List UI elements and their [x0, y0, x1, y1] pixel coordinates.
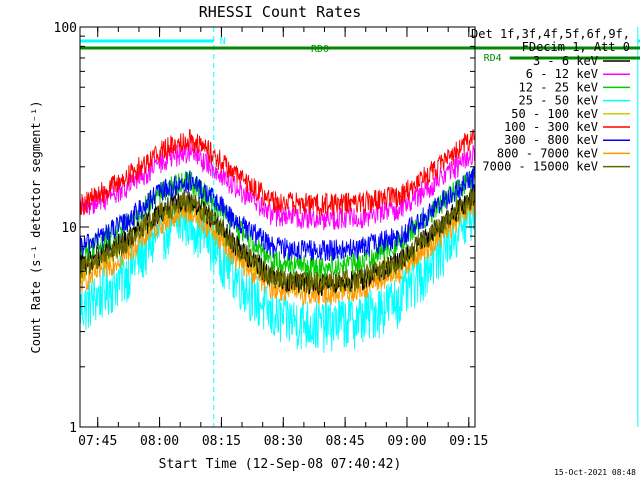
legend-label: 7000 - 15000 keV — [482, 160, 598, 174]
series-line-100-300-kevkev — [80, 129, 475, 217]
y-tick-label: 1 — [69, 421, 77, 436]
x-tick-label: 08:45 — [326, 434, 365, 449]
series-layer — [80, 129, 475, 353]
x-tick-label: 08:00 — [140, 434, 179, 449]
series-line-25-50-kevkev — [80, 192, 475, 353]
x-axis-label: Start Time (12-Sep-08 07:40:42) — [159, 457, 402, 472]
legend-header-1: Det 1f,3f,4f,5f,6f,9f, — [471, 27, 630, 41]
legend-label: 800 - 7000 keV — [497, 146, 598, 160]
chart-title: RHESSI Count Rates — [199, 3, 362, 21]
x-tick-label: 08:30 — [264, 434, 303, 449]
x-tick-label: 07:45 — [78, 434, 117, 449]
legend-label: 100 - 300 keV — [504, 120, 598, 134]
x-tick-label: 08:15 — [202, 434, 241, 449]
flag-bars: N RD0 RD4 — [80, 27, 640, 427]
legend-label: 3 - 6 keV — [533, 54, 598, 68]
legend-label: 300 - 800 keV — [504, 133, 598, 147]
legend-label: 6 - 12 keV — [526, 67, 598, 81]
footer-timestamp: 15-Oct-2021 08:48 — [554, 468, 636, 477]
y-axis-label: Count Rate (s⁻¹ detector segment⁻¹) — [29, 101, 43, 354]
series-line-300-800-kevkev — [80, 166, 475, 262]
series-line-7000-15000-kevkev — [80, 187, 475, 294]
legend-header-2: FDecim 1, Att 0 — [522, 40, 630, 54]
legend-label: 25 - 50 keV — [519, 94, 598, 108]
y-tick-label: 100 — [54, 21, 77, 36]
flag-label-n: N — [220, 36, 226, 47]
x-tick-label: 09:00 — [387, 434, 426, 449]
flag-label-rd0: RD0 — [311, 44, 329, 55]
series-line-800-7000-kevkev — [80, 196, 475, 307]
axes: 1 10 100 07:45 08:00 08:15 08:30 08:45 09:00 09:1… — [54, 21, 489, 449]
legend-label: 50 - 100 keV — [511, 107, 598, 121]
legend-label: 12 - 25 keV — [519, 80, 598, 94]
flag-label-rd4: RD4 — [484, 53, 502, 64]
y-tick-label: 10 — [61, 221, 77, 236]
x-tick-label: 09:15 — [449, 434, 488, 449]
